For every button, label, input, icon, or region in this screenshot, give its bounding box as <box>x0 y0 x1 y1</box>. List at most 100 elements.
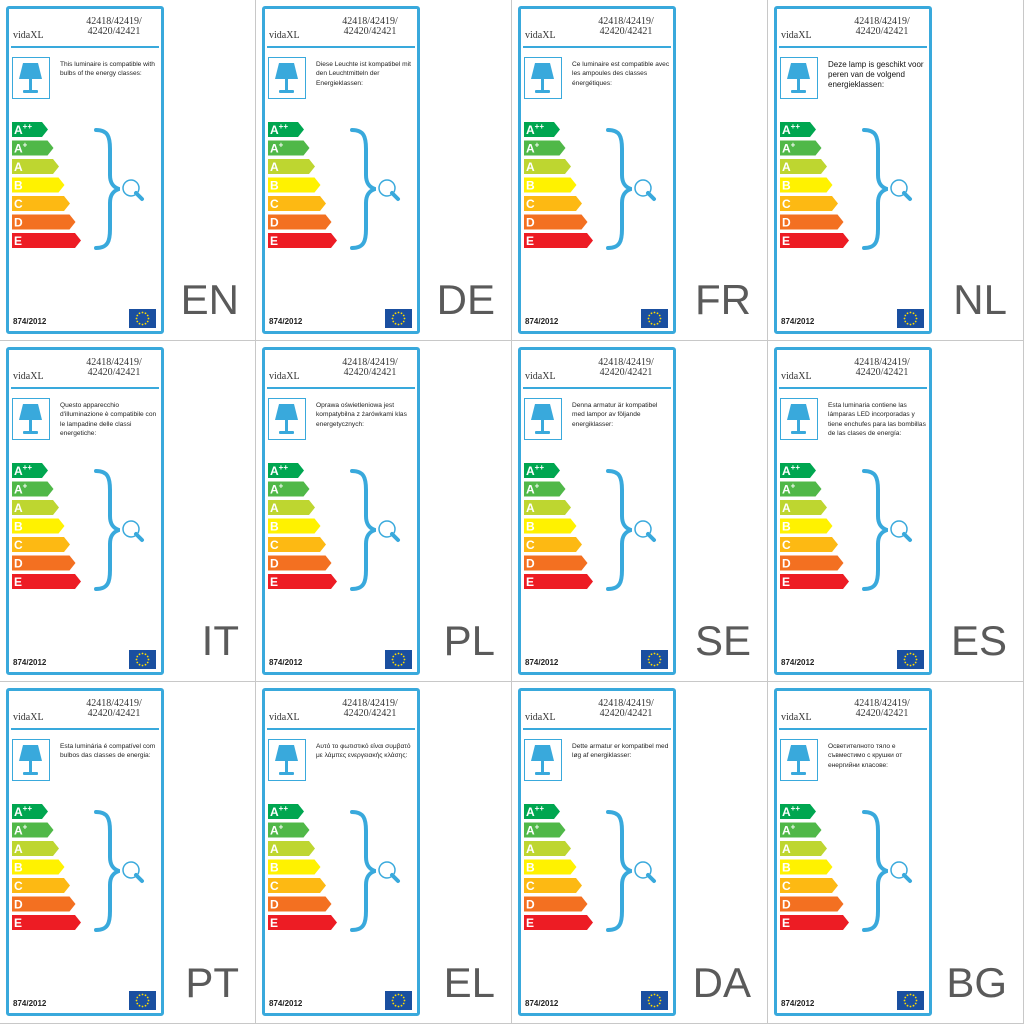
compatibility-text: Esta luminária é compatível com bulbos d… <box>60 743 156 760</box>
energy-class-bar <box>12 463 48 478</box>
compatibility-text: Questo apparecchio d'illuminazione è com… <box>60 402 157 438</box>
energy-label-card: vidaXL 42418/42419/42420/42421 Esta lumina… <box>774 347 932 675</box>
energy-class-label: D <box>526 216 535 230</box>
label-panel-pt: vidaXL 42418/42419/42420/42421 Esta luminá… <box>0 682 256 1024</box>
energy-class-bar <box>780 481 822 497</box>
model-number-line-2: 42420/42421 <box>599 26 653 37</box>
energy-class-bar <box>268 500 315 515</box>
eu-flag-icon <box>897 309 924 328</box>
energy-class-label: B <box>270 861 279 875</box>
energy-class-label: C <box>526 879 535 893</box>
energy-class-bar <box>524 841 571 856</box>
lamp-icon <box>780 57 818 99</box>
label-panel-el: vidaXL 42418/42419/42420/42421 Αυτό το φωτ… <box>256 682 512 1024</box>
label-panel-nl: vidaXL 42418/42419/42420/42421 Deze lamp i… <box>768 0 1024 341</box>
language-code: DA <box>692 959 751 1006</box>
eu-flag-icon <box>385 650 412 669</box>
energy-label-card: vidaXL 42418/42419/42420/42421 Diese Leuch… <box>262 6 420 334</box>
energy-class-arrow: A <box>524 500 571 515</box>
compatibility-text: Deze lamp is geschikt voor peren van de … <box>828 60 924 89</box>
energy-class-arrow: A <box>268 159 315 174</box>
bulb-icon <box>634 179 656 201</box>
model-number: 42418/42419/42420/42421 <box>841 699 923 719</box>
energy-class-label: B <box>782 179 791 193</box>
energy-class-arrow: A <box>780 159 827 174</box>
energy-class-bar <box>268 804 304 819</box>
eu-flag-icon <box>129 650 156 669</box>
bulb-icon <box>634 520 656 542</box>
energy-class-bar <box>12 518 65 534</box>
model-number-line-2: 42420/42421 <box>855 367 909 378</box>
energy-class-arrow: B <box>524 177 577 193</box>
compatibility-text: Oprawa oświetleniowa jest kompatybilna z… <box>316 402 407 428</box>
energy-label-card: vidaXL 42418/42419/42420/42421 This lumina… <box>6 6 164 334</box>
lamp-shade <box>19 745 42 761</box>
header-divider <box>779 728 927 730</box>
label-panel-se: vidaXL 42418/42419/42420/42421 Denna armat… <box>512 341 768 682</box>
regulation-number: 874/2012 <box>269 317 303 326</box>
energy-class-arrow: D <box>268 555 332 571</box>
model-number: 42418/42419/42420/42421 <box>329 358 411 378</box>
language-code: PT <box>185 959 239 1006</box>
label-panel-pl: vidaXL 42418/42419/42420/42421 Oprawa oświ… <box>256 341 512 682</box>
energy-class-label: C <box>14 197 23 211</box>
energy-class-arrow: A+ <box>12 822 54 838</box>
energy-class-arrow: B <box>780 859 833 875</box>
compatibility-text: Denna armatur är kompatibel med lampor a… <box>572 402 658 428</box>
lamp-base <box>535 90 550 93</box>
energy-class-label: D <box>270 898 279 912</box>
energy-class-arrow: C <box>780 537 838 552</box>
energy-class-bar <box>524 878 582 893</box>
energy-class-bar <box>780 518 833 534</box>
energy-class-arrow: E <box>524 574 593 589</box>
energy-class-bar <box>268 196 326 211</box>
header-divider <box>267 46 415 48</box>
energy-class-arrow: E <box>268 915 337 930</box>
lamp-shade <box>787 63 810 79</box>
energy-class-arrow: A <box>780 500 827 515</box>
lamp-base <box>279 431 294 434</box>
model-number-line-1: 42418/42419/ <box>854 357 910 368</box>
energy-class-arrow: A++ <box>268 804 304 819</box>
energy-class-label: A <box>14 160 23 174</box>
bulb-icon <box>378 179 400 201</box>
model-number-line-1: 42418/42419/ <box>86 698 142 709</box>
energy-class-label: D <box>14 557 23 571</box>
energy-class-arrow: A++ <box>780 122 816 137</box>
eu-flag-icon <box>897 991 924 1010</box>
bracket-icon <box>350 469 376 591</box>
model-number-line-1: 42418/42419/ <box>854 698 910 709</box>
regulation-number: 874/2012 <box>525 658 559 667</box>
energy-class-arrow: D <box>12 214 76 230</box>
regulation-number: 874/2012 <box>781 658 815 667</box>
energy-label-card: vidaXL 42418/42419/42420/42421 Ce luminair… <box>518 6 676 334</box>
energy-class-bar <box>780 841 827 856</box>
label-panel-es: vidaXL 42418/42419/42420/42421 Esta lumina… <box>768 341 1024 682</box>
energy-class-bar <box>268 555 332 571</box>
energy-class-arrow: A++ <box>268 463 304 478</box>
energy-class-label: B <box>14 179 23 193</box>
energy-class-bar <box>780 463 816 478</box>
lamp-icon <box>524 739 562 781</box>
energy-class-arrow: A+ <box>268 481 310 497</box>
bracket-icon <box>350 128 376 250</box>
energy-class-bar <box>524 481 566 497</box>
energy-class-bar <box>524 915 593 930</box>
energy-class-arrow: A+ <box>524 140 566 156</box>
lamp-stem <box>285 761 288 772</box>
energy-class-bar <box>12 859 65 875</box>
energy-class-bar <box>12 481 54 497</box>
energy-label-card: vidaXL 42418/42419/42420/42421 Dette armat… <box>518 688 676 1016</box>
energy-class-arrow: C <box>12 537 70 552</box>
energy-class-bar <box>780 537 838 552</box>
header-divider <box>267 728 415 730</box>
energy-class-arrow: A <box>12 841 59 856</box>
language-code: EL <box>443 959 495 1006</box>
brand-name: vidaXL <box>269 371 300 382</box>
model-number: 42418/42419/42420/42421 <box>73 17 155 37</box>
compatibility-text: This luminaire is compatible with bulbs … <box>60 61 155 78</box>
energy-class-label: B <box>782 520 791 534</box>
energy-class-label: E <box>270 575 278 589</box>
model-number: 42418/42419/42420/42421 <box>841 17 923 37</box>
